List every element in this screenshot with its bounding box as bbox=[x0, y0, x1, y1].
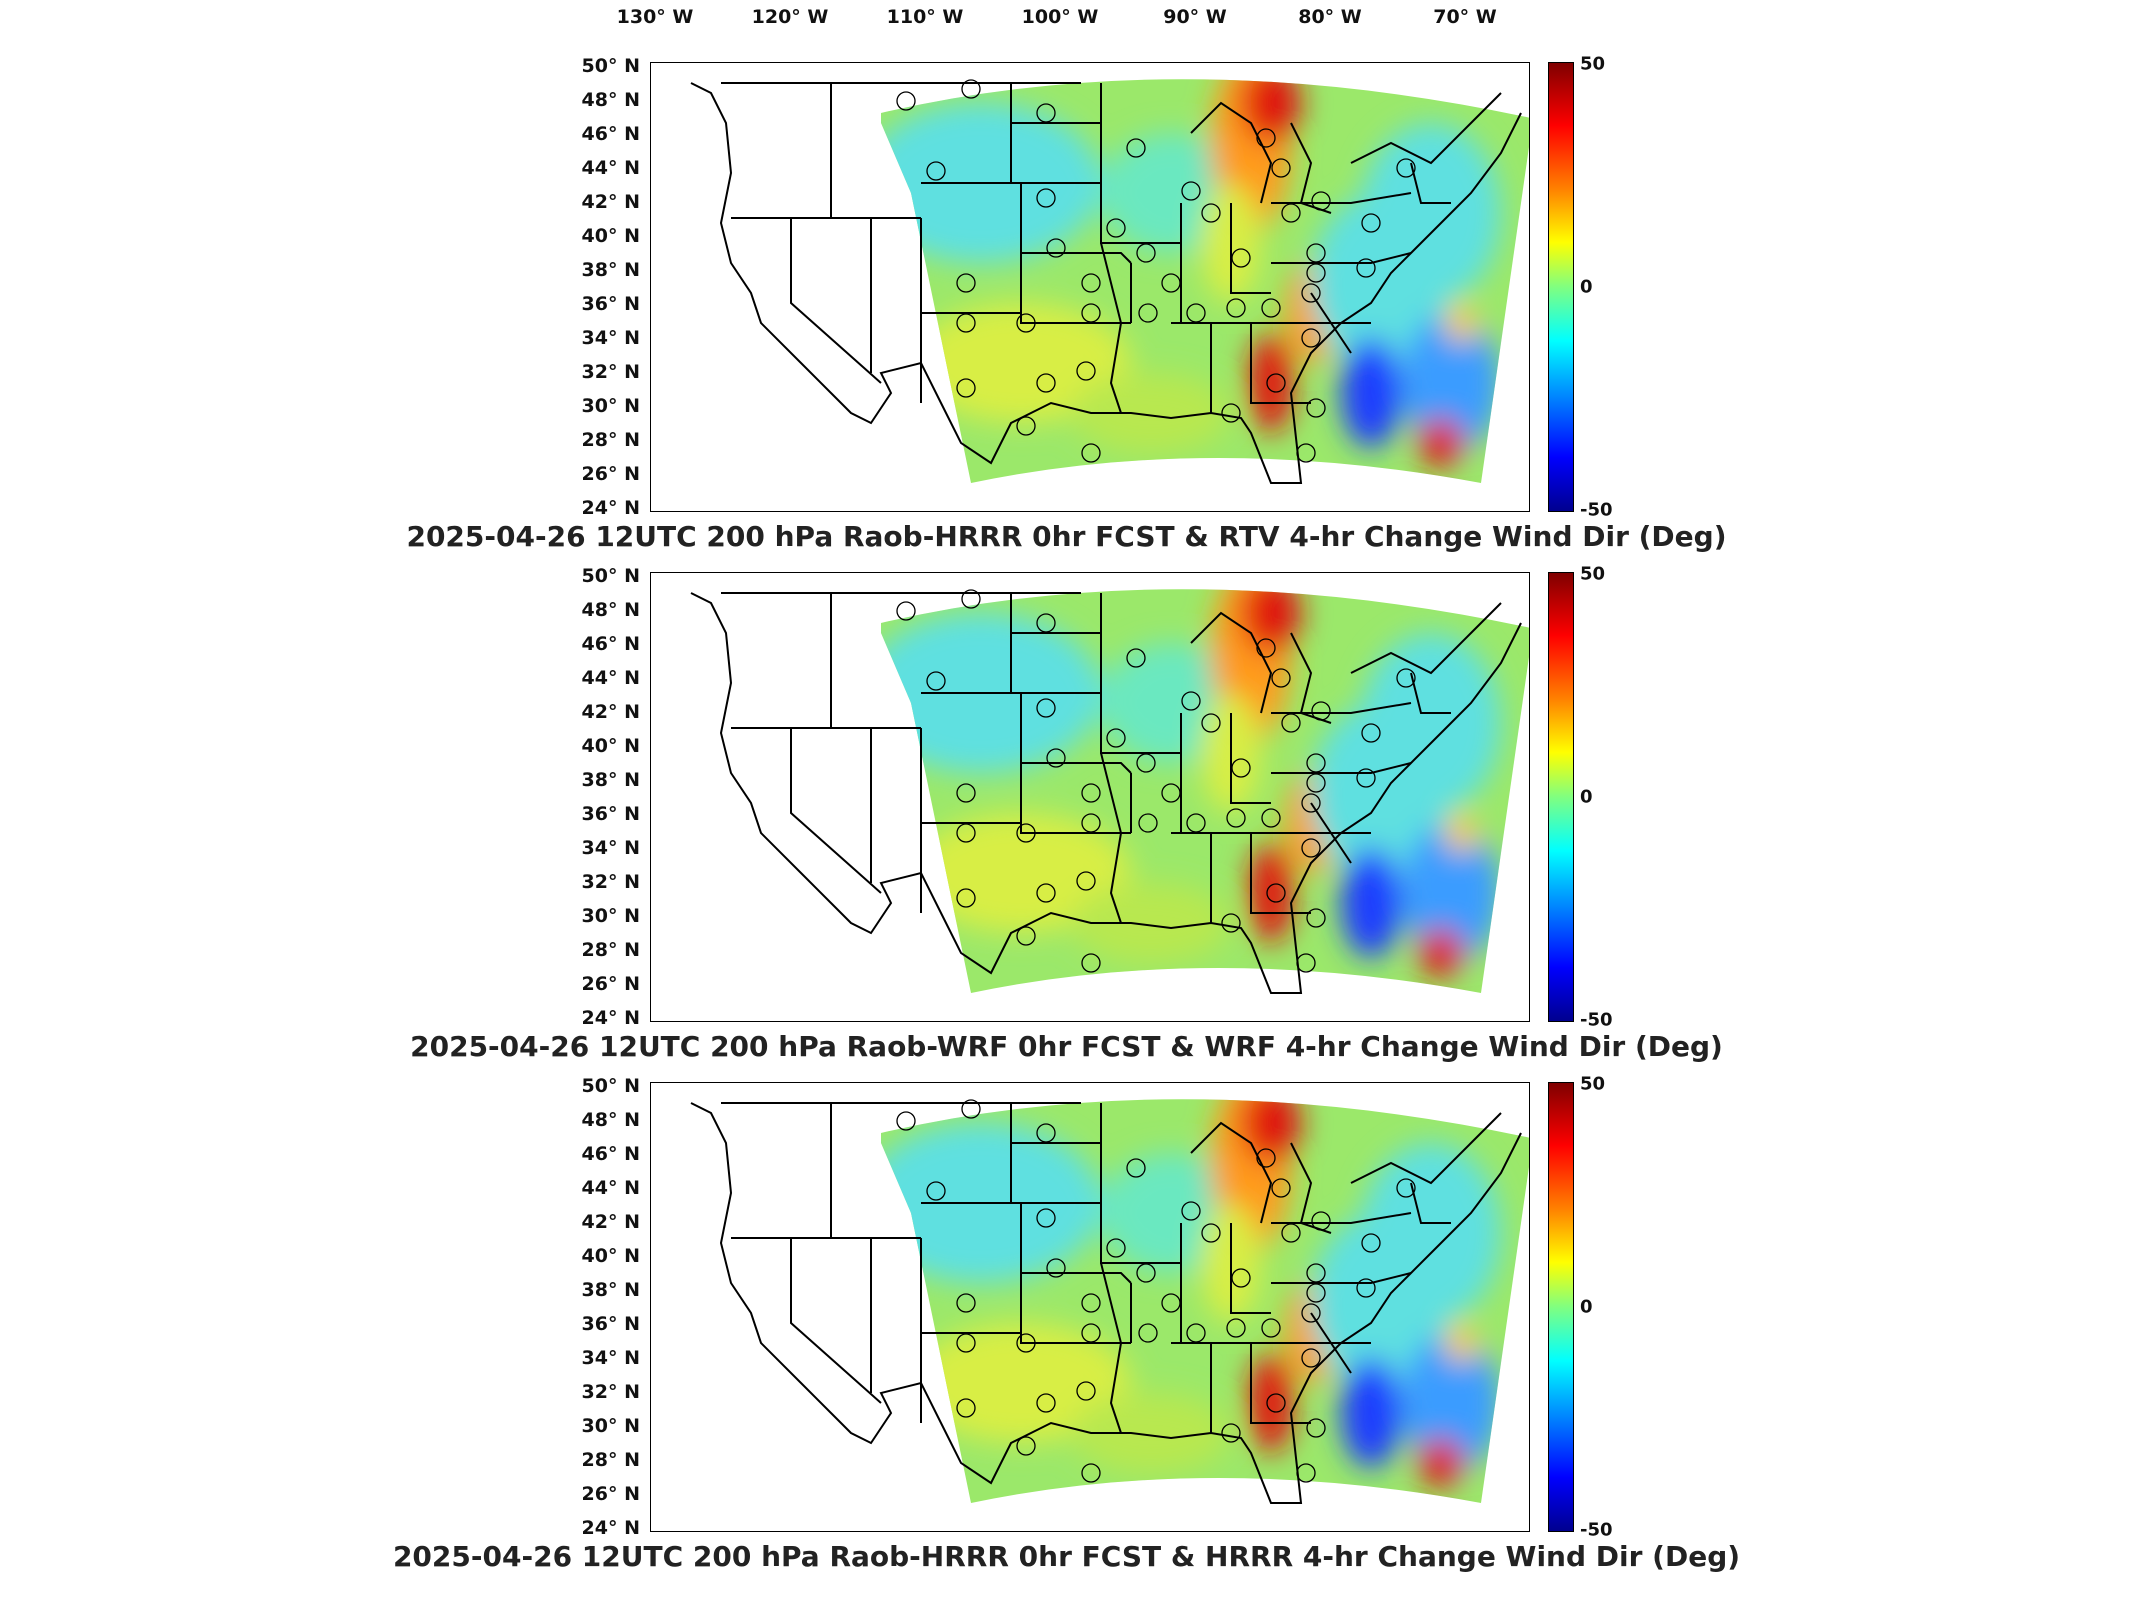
lat-label: 26° N bbox=[581, 463, 640, 485]
lat-label: 42° N bbox=[581, 1211, 640, 1233]
colorbar-max-label: 50 bbox=[1580, 1073, 1606, 1095]
lat-label: 34° N bbox=[581, 837, 640, 859]
color-field bbox=[881, 79, 1529, 483]
lat-label: 28° N bbox=[581, 429, 640, 451]
lon-label: 80° W bbox=[1298, 6, 1362, 28]
map-panel: 50 0 -50 50° N 48° N 46° N 44° N 42° N 40° N 3… bbox=[0, 54, 2133, 572]
colorbar bbox=[1548, 572, 1574, 1022]
panel-title: 2025-04-26 12UTC 200 hPa Raob-WRF 0hr FC… bbox=[410, 1030, 1723, 1063]
colorbar-mid-label: 0 bbox=[1580, 1296, 1593, 1318]
colorbar-max-label: 50 bbox=[1580, 563, 1606, 585]
lat-label: 44° N bbox=[581, 1177, 640, 1199]
lat-label: 48° N bbox=[581, 89, 640, 111]
lat-label: 40° N bbox=[581, 225, 640, 247]
colorbar bbox=[1548, 62, 1574, 512]
lat-label: 36° N bbox=[581, 1313, 640, 1335]
raob-stations bbox=[896, 1099, 1416, 1483]
color-field bbox=[881, 589, 1529, 993]
lat-label: 24° N bbox=[581, 497, 640, 519]
lon-label: 70° W bbox=[1433, 6, 1497, 28]
wind-direction-map bbox=[690, 589, 1529, 994]
lat-label: 50° N bbox=[581, 55, 640, 77]
colorbar-min-label: -50 bbox=[1580, 1519, 1613, 1541]
colorbar-mid-label: 0 bbox=[1580, 786, 1593, 808]
map-frame bbox=[650, 572, 1530, 1022]
state-boundaries bbox=[690, 592, 1522, 994]
panel-title: 2025-04-26 12UTC 200 hPa Raob-HRRR 0hr F… bbox=[406, 520, 1727, 553]
lat-label: 28° N bbox=[581, 939, 640, 961]
lon-label: 100° W bbox=[1021, 6, 1099, 28]
colorbar-max-label: 50 bbox=[1580, 53, 1606, 75]
lat-label: 44° N bbox=[581, 157, 640, 179]
lon-label: 90° W bbox=[1163, 6, 1227, 28]
lat-label: 50° N bbox=[581, 565, 640, 587]
map-frame bbox=[650, 62, 1530, 512]
lat-label: 32° N bbox=[581, 871, 640, 893]
lat-label: 50° N bbox=[581, 1075, 640, 1097]
map-panel: 50 0 -50 50° N 48° N 46° N 44° N 42° N 40° N 3… bbox=[0, 564, 2133, 1082]
state-boundaries bbox=[690, 1102, 1522, 1504]
lat-label: 44° N bbox=[581, 667, 640, 689]
lat-label: 46° N bbox=[581, 1143, 640, 1165]
lat-label: 46° N bbox=[581, 123, 640, 145]
lat-label: 30° N bbox=[581, 395, 640, 417]
lat-label: 38° N bbox=[581, 769, 640, 791]
lat-label: 26° N bbox=[581, 973, 640, 995]
lat-label: 38° N bbox=[581, 1279, 640, 1301]
wind-direction-map bbox=[690, 1099, 1529, 1504]
lat-label: 34° N bbox=[581, 327, 640, 349]
map-frame bbox=[650, 1082, 1530, 1532]
lat-label: 30° N bbox=[581, 1415, 640, 1437]
lat-label: 40° N bbox=[581, 735, 640, 757]
lat-label: 30° N bbox=[581, 905, 640, 927]
lat-label: 46° N bbox=[581, 633, 640, 655]
lat-label: 36° N bbox=[581, 293, 640, 315]
longitude-axis: 130° W 120° W 110° W 100° W 90° W 80° W … bbox=[0, 0, 2133, 40]
map-panel: 50 0 -50 50° N 48° N 46° N 44° N 42° N 40° N 3… bbox=[0, 1074, 2133, 1592]
lat-label: 42° N bbox=[581, 191, 640, 213]
lat-label: 32° N bbox=[581, 361, 640, 383]
lon-label: 110° W bbox=[886, 6, 964, 28]
lon-label: 130° W bbox=[616, 6, 694, 28]
lat-label: 32° N bbox=[581, 1381, 640, 1403]
lat-label: 48° N bbox=[581, 1109, 640, 1131]
colorbar-min-label: -50 bbox=[1580, 499, 1613, 521]
lat-label: 34° N bbox=[581, 1347, 640, 1369]
lon-label: 120° W bbox=[751, 6, 829, 28]
lat-label: 36° N bbox=[581, 803, 640, 825]
state-boundaries bbox=[690, 82, 1522, 484]
lat-label: 38° N bbox=[581, 259, 640, 281]
lat-label: 26° N bbox=[581, 1483, 640, 1505]
lat-label: 42° N bbox=[581, 701, 640, 723]
raob-stations bbox=[896, 589, 1416, 973]
lat-label: 28° N bbox=[581, 1449, 640, 1471]
lat-label: 48° N bbox=[581, 599, 640, 621]
colorbar-min-label: -50 bbox=[1580, 1009, 1613, 1031]
lat-label: 24° N bbox=[581, 1007, 640, 1029]
raob-stations bbox=[896, 79, 1416, 463]
colorbar-mid-label: 0 bbox=[1580, 276, 1593, 298]
wind-direction-map bbox=[690, 79, 1529, 484]
colorbar bbox=[1548, 1082, 1574, 1532]
lat-label: 24° N bbox=[581, 1517, 640, 1539]
lat-label: 40° N bbox=[581, 1245, 640, 1267]
panel-title: 2025-04-26 12UTC 200 hPa Raob-HRRR 0hr F… bbox=[392, 1540, 1741, 1573]
